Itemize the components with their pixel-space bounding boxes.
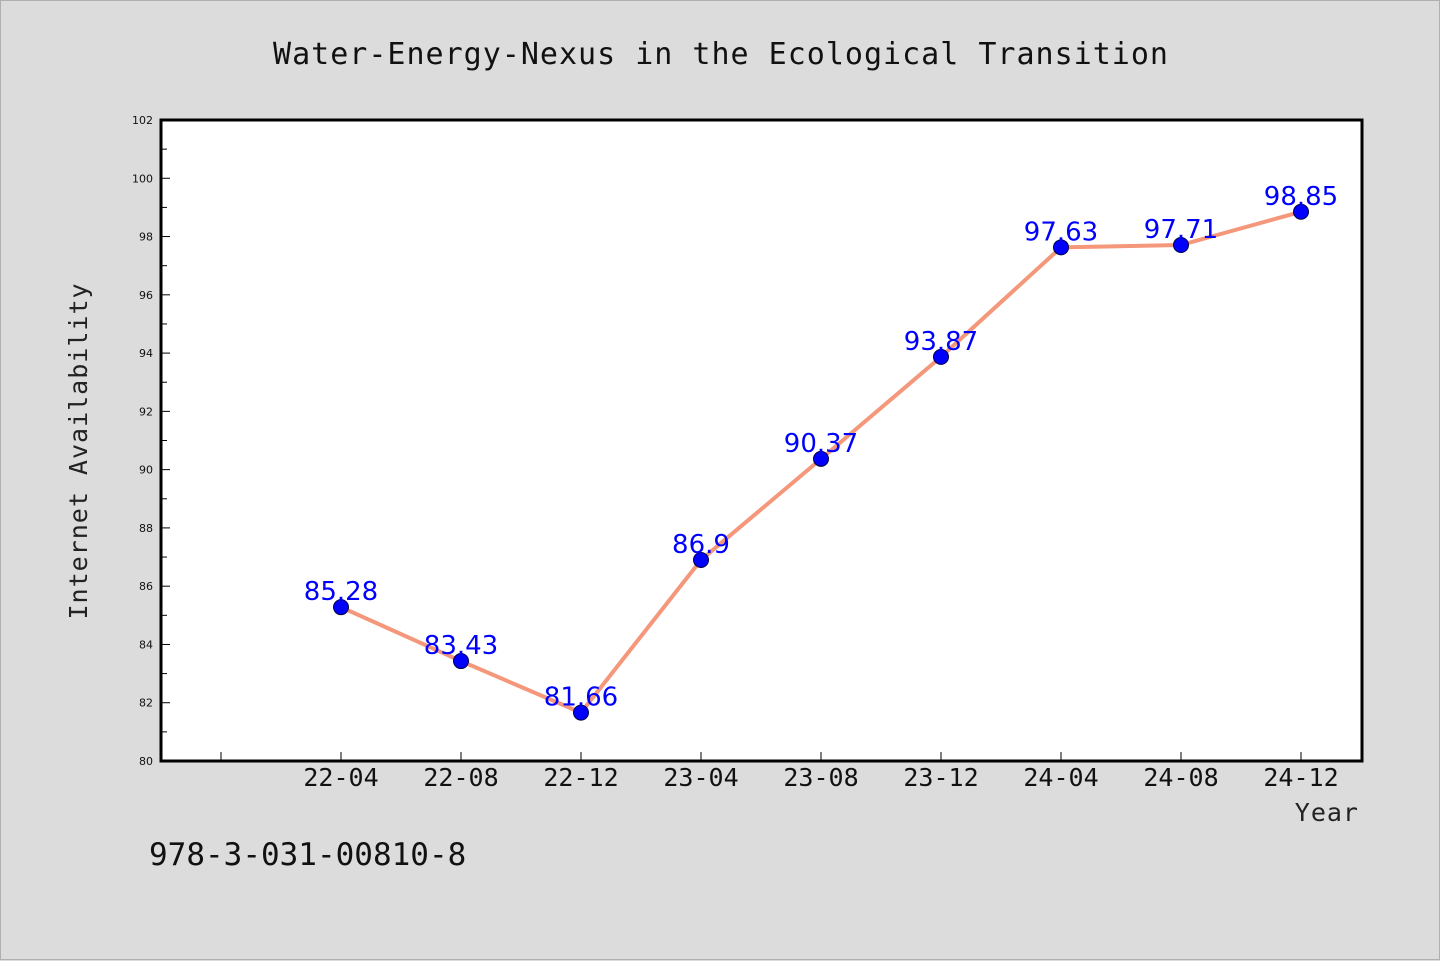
data-label: 81.66 — [544, 683, 618, 713]
x-tick-label: 22-08 — [423, 763, 498, 792]
data-point — [453, 653, 469, 670]
y-tick-label: 90 — [139, 464, 153, 477]
y-tick-label: 94 — [139, 347, 153, 360]
data-label: 97.71 — [1144, 215, 1218, 245]
plot-area — [159, 118, 1364, 763]
data-label-layer: 85.28 83.43 81.66 86.9 90.37 93.87 97.63 97.71 9… — [304, 182, 1338, 713]
data-point — [933, 348, 949, 365]
data-point — [573, 704, 589, 721]
x-tick-label: 24-04 — [1023, 763, 1098, 792]
x-tick-label: 23-04 — [663, 763, 738, 792]
y-tick-label: 82 — [139, 697, 153, 710]
y-tick-label: 80 — [139, 755, 153, 768]
data-label: 90.37 — [784, 429, 858, 459]
x-tick-label: 23-12 — [903, 763, 978, 792]
chart-title: Water-Energy-Nexus in the Ecological Tra… — [273, 37, 1169, 72]
data-label: 83.43 — [424, 631, 498, 661]
x-axis-title: Year — [1295, 798, 1359, 827]
isbn-note: 978-3-031-00810-8 — [149, 837, 466, 873]
x-tick-label: 22-04 — [303, 763, 378, 792]
data-point — [333, 599, 349, 616]
y-tick-label: 102 — [132, 114, 153, 127]
series-layer — [333, 203, 1309, 721]
y-tick-label: 84 — [139, 638, 153, 651]
data-point — [1053, 239, 1069, 256]
x-tick-label: 23-08 — [783, 763, 858, 792]
y-tick-label: 88 — [139, 522, 153, 535]
y-axis-title: Internet Availability — [64, 282, 93, 619]
data-point — [813, 450, 829, 467]
x-tick-label: 24-08 — [1143, 763, 1218, 792]
data-label: 86.9 — [672, 530, 730, 560]
data-label: 97.63 — [1024, 217, 1098, 247]
data-label: 93.87 — [904, 327, 978, 357]
data-point — [1293, 203, 1309, 220]
data-point — [1173, 236, 1189, 253]
data-label: 98.85 — [1264, 182, 1338, 212]
x-tick-label: 22-12 — [543, 763, 618, 792]
y-axis: 80 82 84 86 88 90 92 94 96 98 100 102 — [132, 114, 170, 768]
x-tick-label: 24-12 — [1263, 763, 1338, 792]
data-point — [693, 551, 709, 568]
y-tick-label: 100 — [132, 172, 153, 185]
y-tick-label: 96 — [139, 289, 153, 302]
data-label: 85.28 — [304, 577, 378, 607]
y-tick-label: 92 — [139, 405, 153, 418]
y-tick-label: 86 — [139, 580, 153, 593]
y-tick-label: 98 — [139, 231, 153, 244]
x-axis: 22-04 22-08 22-12 23-04 23-08 23-12 24-04 24-08… — [220, 752, 1339, 792]
